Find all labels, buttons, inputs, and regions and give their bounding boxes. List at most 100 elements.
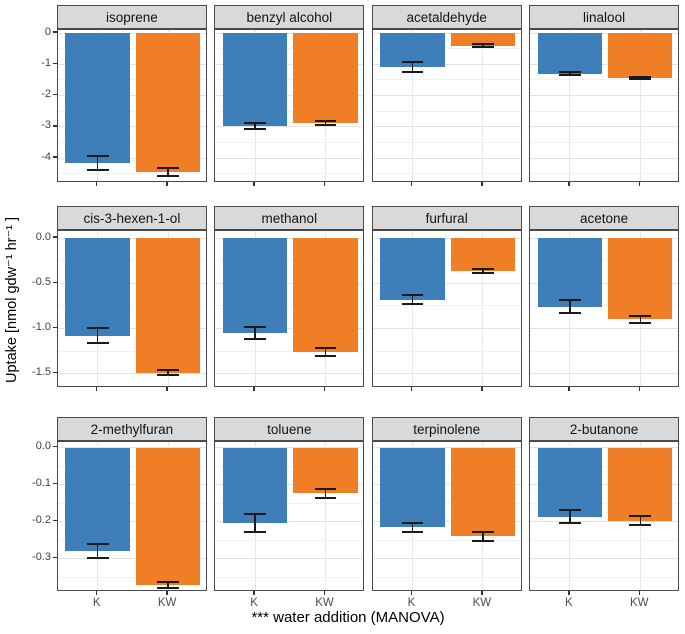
gridline-major	[372, 447, 521, 449]
error-bar-cap	[157, 580, 180, 583]
gridline-minor	[372, 110, 521, 112]
gridline-major	[215, 282, 364, 284]
gridline-vertical	[411, 30, 413, 181]
y-tick-mark	[53, 482, 57, 485]
gridline-major	[58, 63, 206, 65]
error-bar-cap	[401, 521, 424, 524]
x-tick-mark	[166, 182, 168, 186]
gridline-major	[372, 282, 521, 284]
x-tick-mark	[410, 387, 413, 391]
y-tick-label: -1.5	[32, 366, 51, 379]
gridline-major	[215, 95, 364, 97]
gridline-minor	[530, 305, 678, 307]
gridline-minor	[530, 539, 678, 541]
error-bar-line	[96, 544, 99, 559]
x-tick-mark	[253, 591, 255, 595]
y-tick-label: -3	[41, 119, 51, 132]
gridline-major	[215, 63, 364, 65]
gridline-minor	[372, 305, 521, 307]
x-tick-mark	[481, 387, 483, 391]
error-bar-cap	[244, 530, 267, 533]
facet-strip: acetaldehyde	[371, 5, 522, 29]
error-bar-cap	[629, 515, 652, 518]
gridline-major	[372, 327, 521, 329]
error-bar-line	[254, 513, 256, 532]
x-tick-mark	[410, 182, 413, 186]
facet-panel	[57, 441, 207, 591]
y-tick-mark	[53, 236, 57, 238]
facet-title: 2-methylfuran	[90, 421, 174, 437]
bar-kw	[135, 447, 201, 585]
x-tick-mark	[638, 182, 641, 186]
y-tick-mark	[53, 281, 57, 284]
y-tick-mark	[53, 371, 57, 374]
y-tick-label: -0.5	[32, 275, 51, 288]
error-bar-cap	[244, 122, 267, 125]
bar-kw	[608, 33, 673, 79]
facet-title: acetone	[580, 210, 629, 226]
gridline-minor	[58, 79, 206, 81]
x-category-label: K	[564, 597, 573, 609]
gridline-vertical	[325, 442, 327, 590]
gridline-major	[372, 521, 521, 523]
gridline-major	[215, 327, 364, 329]
error-bar-cap	[401, 303, 424, 306]
bar-k	[537, 447, 603, 517]
error-bar-cap	[157, 175, 180, 178]
error-bar-cap	[558, 312, 581, 315]
facet-panel	[371, 29, 522, 182]
error-bar-cap	[471, 271, 494, 274]
error-bar-cap	[86, 341, 109, 344]
error-bar-cap	[86, 168, 109, 171]
x-tick-mark	[323, 387, 326, 391]
bar-kw	[293, 447, 358, 494]
y-tick-mark	[53, 93, 57, 96]
gridline-vertical	[411, 231, 413, 386]
error-bar-line	[254, 326, 256, 340]
gridline-minor	[58, 260, 206, 262]
gridline-major	[372, 373, 521, 375]
error-bar-cap	[314, 120, 337, 123]
gridline-major	[372, 157, 521, 159]
bar-k	[222, 447, 288, 523]
gridline-minor	[215, 465, 364, 467]
error-bar-line	[167, 168, 169, 177]
facet-panel	[529, 29, 679, 182]
gridline-major	[530, 447, 678, 449]
error-bar-cap	[558, 299, 581, 302]
error-bar-cap	[244, 127, 267, 130]
gridline-minor	[372, 260, 521, 262]
error-bar-cap	[629, 322, 652, 325]
gridline-minor	[530, 465, 678, 467]
y-tick-label: 0	[44, 25, 51, 38]
bar-kw	[135, 33, 201, 173]
error-bar-cap	[558, 522, 581, 525]
gridline-major	[530, 126, 678, 128]
facet-title: benzyl alcohol	[246, 9, 333, 25]
y-tick-label: -0.1	[32, 477, 51, 490]
gridline-minor	[215, 260, 364, 262]
error-bar-line	[569, 300, 571, 314]
y-tick-mark	[53, 125, 57, 127]
error-bar-line	[482, 532, 484, 541]
error-bar-cap	[157, 167, 180, 169]
gridline-major	[530, 521, 678, 523]
error-bar-cap	[401, 294, 424, 297]
gridline-major	[58, 484, 206, 486]
facet-panel	[371, 230, 522, 387]
error-bar-cap	[157, 368, 180, 371]
error-bar-line	[411, 522, 414, 532]
error-bar-cap	[401, 70, 424, 73]
x-category-label: KW	[157, 597, 177, 609]
gridline-minor	[215, 502, 364, 504]
gridline-vertical	[482, 30, 484, 181]
x-tick-mark	[568, 591, 570, 595]
gridline-major	[372, 63, 521, 65]
error-bar-cap	[244, 325, 267, 328]
gridline-vertical	[569, 30, 571, 181]
gridline-major	[58, 95, 206, 97]
facet-panel	[529, 441, 679, 591]
error-bar-cap	[471, 46, 494, 49]
gridline-minor	[215, 110, 364, 112]
gridline-major	[58, 282, 206, 284]
